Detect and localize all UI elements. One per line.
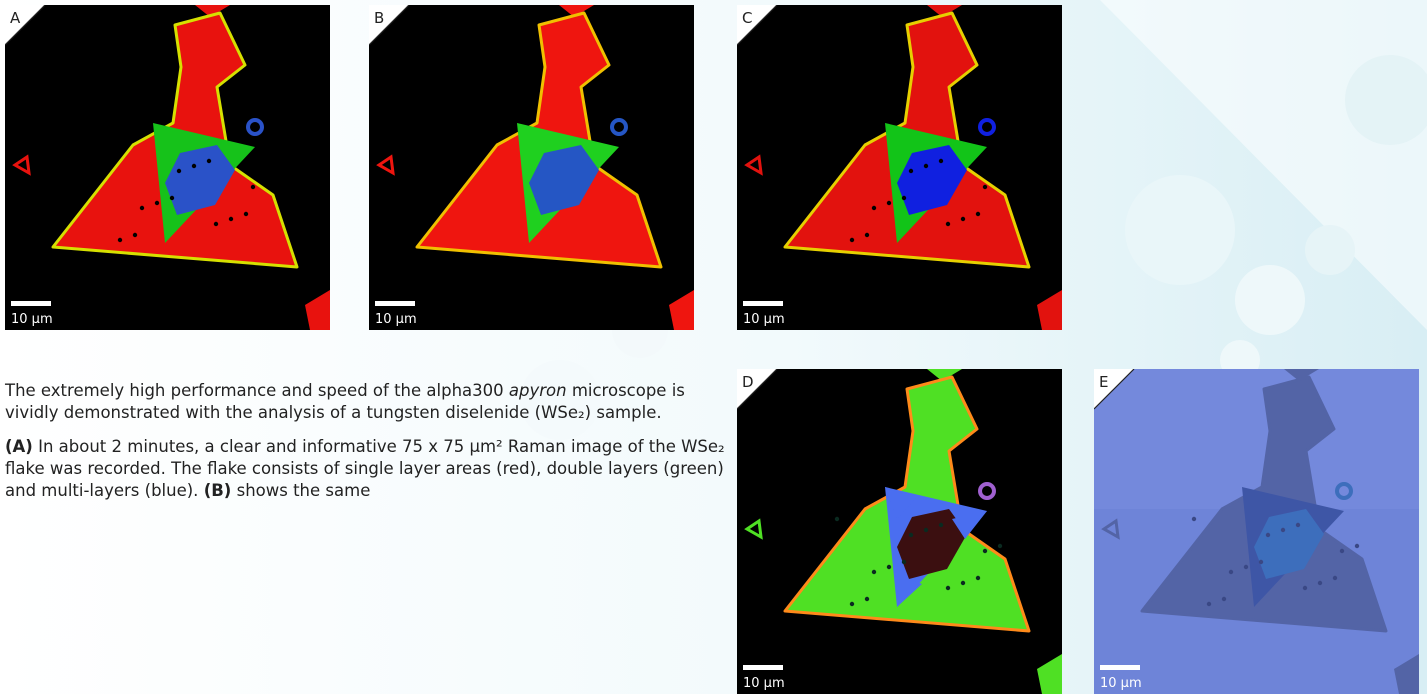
spot	[229, 217, 233, 221]
micrograph: D 10 µm	[737, 369, 1062, 694]
panel-label: C	[742, 9, 752, 27]
image-panel: A 10 µm	[5, 5, 330, 330]
spot	[939, 523, 943, 527]
spot	[170, 196, 174, 200]
text-run: apyron	[509, 381, 567, 400]
spot	[1340, 549, 1344, 553]
spot	[266, 180, 270, 184]
spot	[133, 233, 137, 237]
spot	[103, 153, 107, 157]
spot	[946, 222, 950, 226]
paragraph: (A) In about 2 minutes, a clear and info…	[5, 436, 730, 502]
text-run: The extremely high performance and speed…	[5, 381, 509, 400]
spot	[850, 238, 854, 242]
spot	[1318, 581, 1322, 585]
spot	[1207, 602, 1211, 606]
spot	[902, 196, 906, 200]
spot	[850, 602, 854, 606]
spot	[961, 217, 965, 221]
spot	[961, 581, 965, 585]
spot	[1303, 586, 1307, 590]
substrate-band	[1094, 369, 1419, 509]
scale-label: 10 µm	[375, 312, 417, 327]
spot	[835, 517, 839, 521]
spot	[902, 560, 906, 564]
spot	[909, 169, 913, 173]
spot	[1244, 565, 1248, 569]
spot	[1281, 528, 1285, 532]
image-panel: D 10 µm	[737, 369, 1062, 694]
panel-label: A	[10, 9, 21, 27]
spot	[207, 159, 211, 163]
spot	[1222, 597, 1226, 601]
spot	[924, 164, 928, 168]
spot	[887, 565, 891, 569]
spot	[924, 528, 928, 532]
spot	[118, 238, 122, 242]
spot	[244, 212, 248, 216]
text-run: (A)	[5, 437, 33, 456]
scale-label: 10 µm	[743, 676, 785, 691]
spot	[192, 164, 196, 168]
description: The extremely high performance and speed…	[5, 380, 730, 514]
spot	[155, 201, 159, 205]
spot	[909, 533, 913, 537]
spot	[865, 233, 869, 237]
text-run: (B)	[204, 481, 232, 500]
micrograph: E 10 µm	[1094, 369, 1419, 694]
image-panel: B 10 µm	[369, 5, 694, 330]
scale-bar	[743, 665, 783, 670]
spot	[1355, 544, 1359, 548]
paragraph: The extremely high performance and speed…	[5, 380, 730, 424]
micrograph: C 10 µm	[737, 5, 1062, 330]
panel-label: E	[1099, 373, 1108, 391]
scale-label: 10 µm	[1100, 676, 1142, 691]
spot	[1259, 560, 1263, 564]
spot	[872, 206, 876, 210]
spot	[983, 549, 987, 553]
spot	[865, 597, 869, 601]
scale-bar	[743, 301, 783, 306]
micrograph: A 10 µm	[5, 5, 330, 330]
spot	[177, 169, 181, 173]
spot	[976, 212, 980, 216]
spot	[976, 576, 980, 580]
page: {"panels": [ {"label": "A", "scale": "10…	[0, 0, 1427, 694]
spot	[251, 185, 255, 189]
spot	[998, 544, 1002, 548]
scale-bar	[375, 301, 415, 306]
scale-bar	[11, 301, 51, 306]
image-panel: E 10 µm	[1094, 369, 1419, 694]
spot	[1296, 523, 1300, 527]
micrograph: B 10 µm	[369, 5, 694, 330]
scale-label: 10 µm	[11, 312, 53, 327]
panel-label: D	[742, 373, 754, 391]
spot	[1229, 570, 1233, 574]
spot	[1333, 576, 1337, 580]
text-run: shows the same	[231, 481, 370, 500]
spot	[946, 586, 950, 590]
spot	[998, 180, 1002, 184]
spot	[214, 222, 218, 226]
scale-bar	[1100, 665, 1140, 670]
spot	[835, 153, 839, 157]
spot	[939, 159, 943, 163]
image-panel: C 10 µm	[737, 5, 1062, 330]
spot	[983, 185, 987, 189]
scale-label: 10 µm	[743, 312, 785, 327]
spot	[1266, 533, 1270, 537]
panel-label: B	[374, 9, 384, 27]
spot	[872, 570, 876, 574]
spot	[887, 201, 891, 205]
spot	[140, 206, 144, 210]
spot	[1192, 517, 1196, 521]
